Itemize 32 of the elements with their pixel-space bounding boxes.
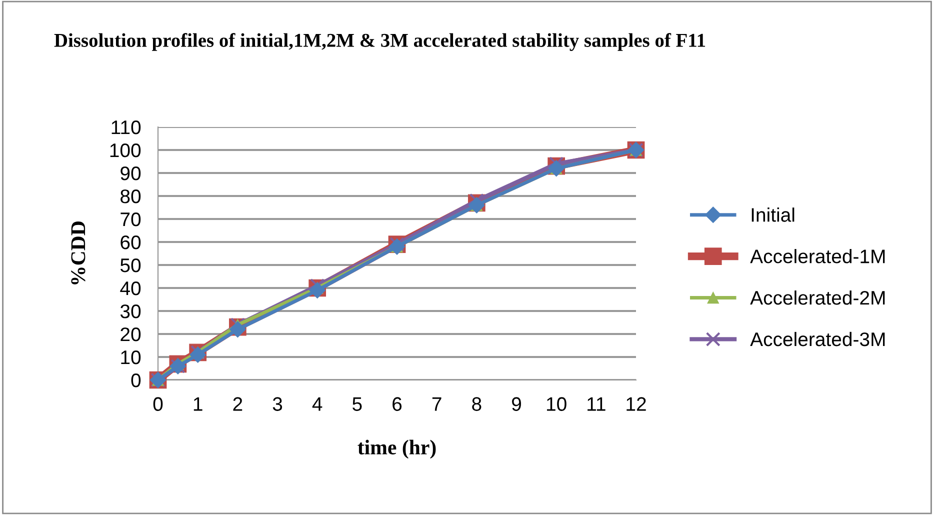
- y-tick-label: 0: [131, 373, 141, 388]
- x-tick-label: 5: [352, 397, 362, 411]
- x-axis-title: time (hr): [358, 440, 436, 459]
- chart-title: Dissolution profiles of initial,1M,2M & 3M accelerated stability samples of F11: [54, 33, 706, 51]
- y-axis-title: %CDD: [71, 222, 86, 284]
- x-tick-label: 7: [432, 397, 442, 411]
- y-tick-label: 50: [120, 258, 141, 272]
- y-tick-label: 20: [120, 327, 141, 342]
- legend-label: Accelerated-2M: [750, 290, 885, 305]
- x-tick-label: 11: [588, 397, 606, 411]
- x-tick-label: 10: [547, 397, 566, 411]
- x-tick-label: 8: [472, 397, 482, 411]
- x-tick-label: 4: [312, 397, 322, 411]
- y-tick-label: 90: [120, 166, 141, 180]
- x-tick-label: 1: [194, 397, 202, 411]
- y-tick-label: 80: [120, 189, 141, 204]
- y-tick-label: 100: [110, 143, 141, 158]
- legend-label: Accelerated-3M: [750, 332, 885, 346]
- x-tick-label: 9: [512, 397, 521, 411]
- y-tick-label: 10: [121, 350, 141, 364]
- x-tick-label: 3: [272, 397, 282, 411]
- x-tick-label: 12: [626, 397, 646, 411]
- x-tick-label: 0: [153, 397, 163, 411]
- x-tick-label: 6: [392, 397, 402, 411]
- y-tick-label: 30: [120, 304, 141, 318]
- y-tick-label: 70: [120, 212, 141, 226]
- legend-label: Accelerated-1M: [750, 249, 885, 264]
- y-tick-label: 60: [120, 235, 141, 250]
- y-tick-label: 110: [112, 120, 141, 134]
- legend-label: Initial: [752, 208, 794, 222]
- y-tick-label: 40: [120, 281, 141, 296]
- x-tick-label: 2: [233, 397, 242, 411]
